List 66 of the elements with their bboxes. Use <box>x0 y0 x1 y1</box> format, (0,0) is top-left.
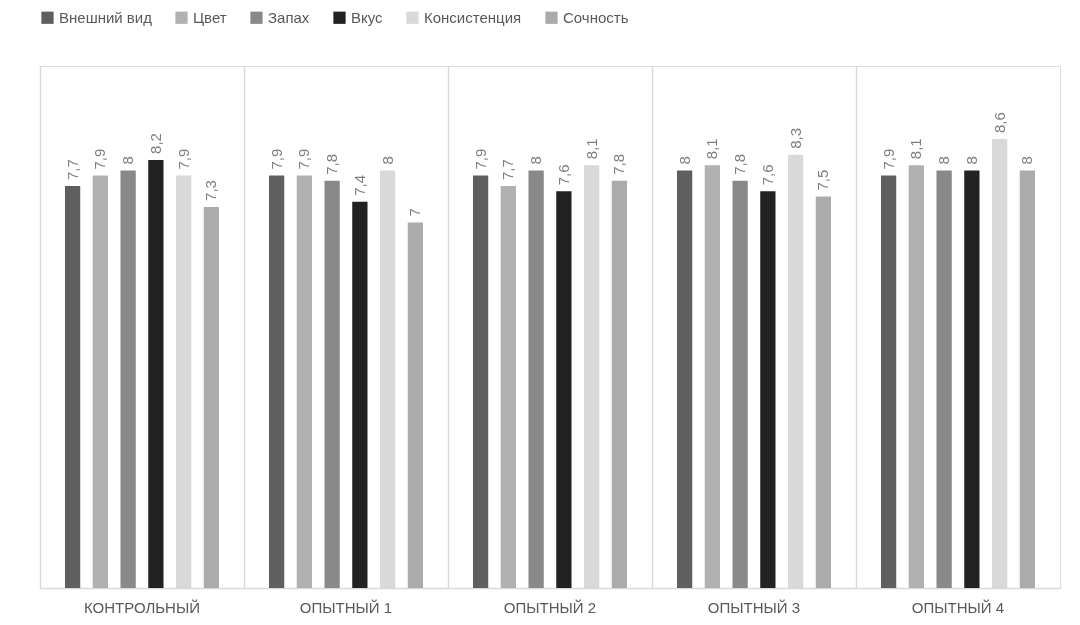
legend-label: Цвет <box>193 8 227 26</box>
data-label: 7,7 <box>63 159 81 181</box>
data-label: 7,8 <box>731 153 749 175</box>
bar <box>92 175 108 588</box>
x-tick-label: КОНТРОЛЬНЫЙ <box>84 598 200 616</box>
bar <box>880 175 897 588</box>
bar <box>732 180 748 588</box>
data-label: 7,9 <box>267 148 285 170</box>
x-tick-label: ОПЫТНЫЙ 2 <box>503 598 597 616</box>
x-tick-label: ОПЫТНЫЙ 3 <box>707 598 801 616</box>
x-tick-label: ОПЫТНЫЙ 4 <box>911 598 1005 616</box>
data-label: 8,3 <box>786 127 804 149</box>
bar <box>528 170 544 588</box>
data-label: 7,8 <box>323 153 341 175</box>
bar <box>704 165 720 588</box>
data-label: 8 <box>527 156 545 165</box>
data-label: 8 <box>935 156 953 165</box>
data-label: 7,9 <box>174 148 192 170</box>
data-label: 8 <box>1018 156 1036 165</box>
bar <box>268 175 285 588</box>
data-label: 7,9 <box>295 148 313 170</box>
legend-label: Вкус <box>351 8 384 26</box>
bar <box>120 170 136 588</box>
bar <box>324 180 340 588</box>
x-tick-label: ОПЫТНЫЙ 1 <box>299 598 393 616</box>
data-label: 7,4 <box>350 174 368 196</box>
data-label: 8,1 <box>703 138 721 160</box>
legend-label: Сочность <box>563 8 629 26</box>
data-label: 7,9 <box>91 148 109 170</box>
bar <box>64 186 81 588</box>
bar <box>203 206 220 588</box>
data-label: 7,9 <box>879 148 897 170</box>
data-label: 7,6 <box>554 164 572 186</box>
data-label: 7,6 <box>758 164 776 186</box>
bar <box>964 170 980 588</box>
data-label: 8 <box>378 156 396 165</box>
data-label: 8,6 <box>990 112 1008 134</box>
bar <box>500 186 516 588</box>
data-label: 8,1 <box>907 138 925 160</box>
data-label: 7,9 <box>471 148 489 170</box>
data-label: 7,3 <box>202 180 220 201</box>
data-label: 7,7 <box>499 159 517 181</box>
data-label: 7 <box>406 208 424 217</box>
bar <box>472 175 489 588</box>
bar <box>908 165 924 588</box>
data-label: 7,5 <box>814 169 832 191</box>
legend-label: Консистенция <box>424 8 522 26</box>
bar <box>815 196 832 588</box>
data-label: 8,2 <box>146 133 164 154</box>
bar <box>1019 170 1036 588</box>
data-label: 8 <box>962 156 980 165</box>
data-label: 8 <box>675 156 693 165</box>
bar <box>611 180 628 588</box>
bar <box>556 191 572 588</box>
bar <box>936 170 952 588</box>
bar <box>760 191 776 588</box>
bar <box>352 201 368 588</box>
data-label: 7,8 <box>610 153 628 175</box>
data-label: 8,1 <box>582 138 600 160</box>
data-label: 8 <box>119 156 137 165</box>
bar <box>148 159 164 588</box>
legend-label: Запах <box>268 8 310 26</box>
bar <box>296 175 312 588</box>
bar <box>407 222 424 588</box>
legend-label: Внешний вид <box>59 8 153 26</box>
bar <box>676 170 693 588</box>
